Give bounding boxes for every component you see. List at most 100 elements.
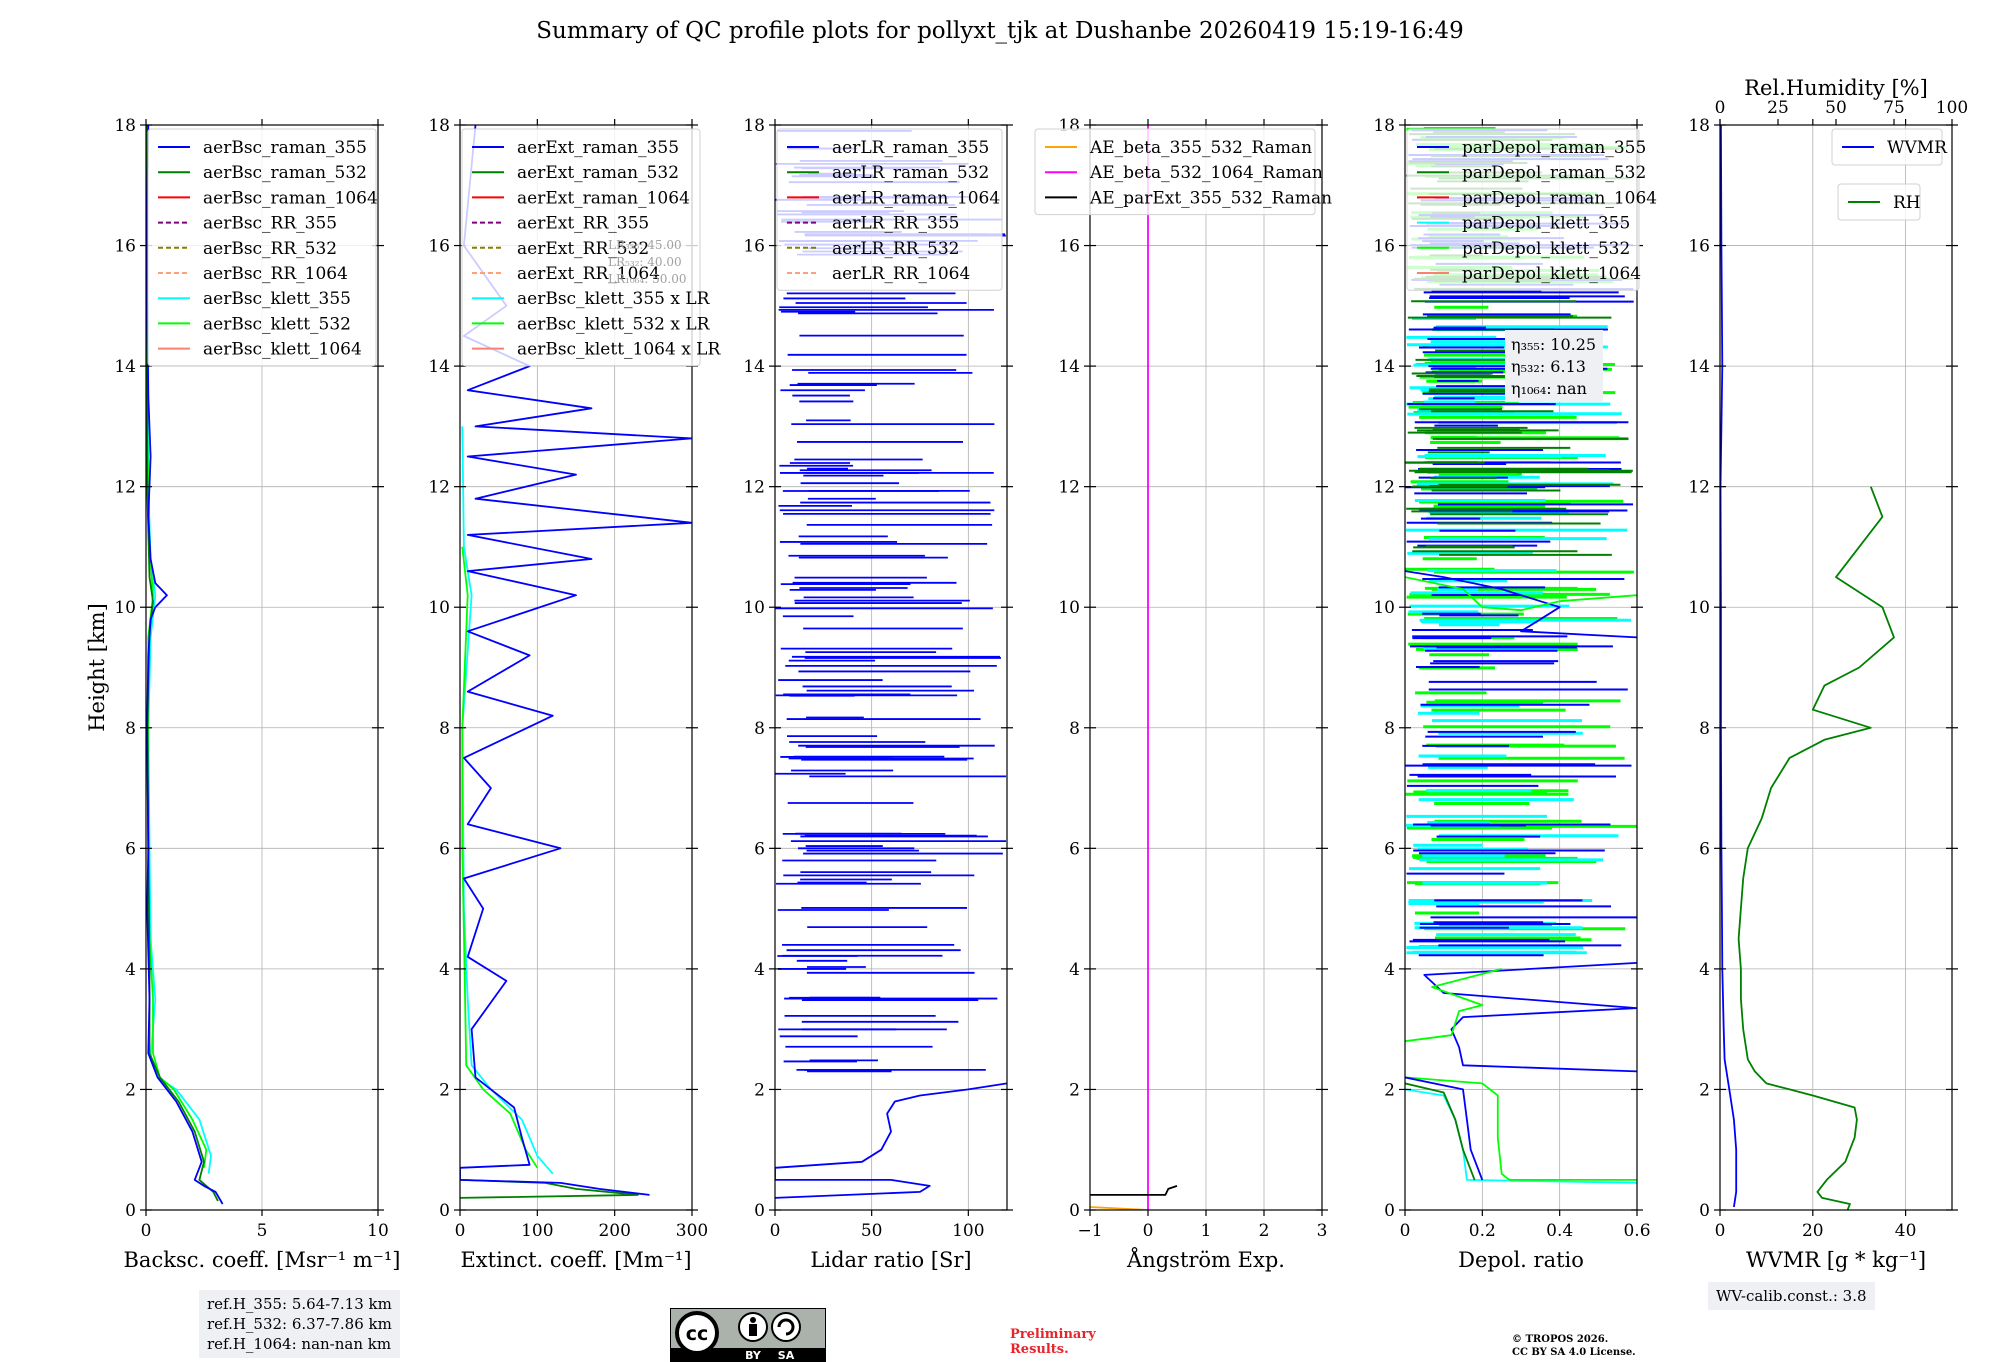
y-tick-label: 10 xyxy=(1373,598,1395,618)
x2-tick-label: 75 xyxy=(1883,98,1905,118)
x2-tick-label: 0 xyxy=(1715,98,1726,118)
lr-label-1: LR₅₃₂: 40.00 xyxy=(608,255,682,269)
series-parDepol_klett_532 xyxy=(1405,1076,1637,1181)
legend-label-aerExt_raman_532: aerExt_raman_532 xyxy=(517,163,679,183)
plot-area-ae xyxy=(1090,125,1178,1210)
legend-label-aerLR_RR_1064: aerLR_RR_1064 xyxy=(832,264,970,284)
series-AE_parExt_355_532_Raman xyxy=(1090,1185,1178,1196)
y-tick-label: 10 xyxy=(428,598,450,618)
y-tick-label: 0 xyxy=(125,1201,136,1221)
x-tick-label: 0.4 xyxy=(1546,1221,1573,1241)
series-parDepol_raman_532 xyxy=(1405,1082,1476,1181)
y-tick-label: 4 xyxy=(1384,960,1395,980)
x-tick-label: 0 xyxy=(1715,1221,1726,1241)
legend-label-AE_parExt_355_532_Raman: AE_parExt_355_532_Raman xyxy=(1089,188,1332,208)
axes-frame xyxy=(1719,124,1953,1211)
legend-label-aerBsc_RR_532: aerBsc_RR_532 xyxy=(203,239,337,259)
copyright-line-1: © TROPOS 2026. xyxy=(1512,1334,1609,1345)
x-axis-label: Lidar ratio [Sr] xyxy=(810,1248,971,1272)
legend-label-AE_beta_532_1064_Raman: AE_beta_532_1064_Raman xyxy=(1089,163,1323,183)
y-tick-label: 12 xyxy=(743,478,765,498)
legend-depol: parDepol_raman_355 parDepol_raman_532 parD… xyxy=(1406,128,1657,291)
legend-label-RH: RH xyxy=(1893,193,1921,213)
axes-frame xyxy=(459,124,693,1211)
x-tick-label: 0 xyxy=(1143,1221,1154,1241)
legend-frame xyxy=(1406,128,1640,291)
x2-tick-label: 25 xyxy=(1767,98,1789,118)
legend-label-parDepol_raman_1064: parDepol_raman_1064 xyxy=(1462,188,1657,208)
legend-label-parDepol_klett_355: parDepol_klett_355 xyxy=(1462,214,1630,234)
x-tick-label: 5 xyxy=(257,1221,268,1241)
legend-label-WVMR: WVMR xyxy=(1887,138,1948,158)
x2-tick-label: 100 xyxy=(1936,98,1968,118)
plot-area-wv xyxy=(1720,125,1895,1210)
legend-label-aerBsc_klett_1064: aerBsc_klett_1064 xyxy=(203,340,362,360)
y-tick-label: 2 xyxy=(754,1080,765,1100)
y-tick-label: 2 xyxy=(1384,1080,1395,1100)
ref-height-532: ref.H_532: 6.37-7.86 km xyxy=(207,1315,392,1333)
x-tick-label: 40 xyxy=(1895,1221,1917,1241)
legend-label-parDepol_klett_532: parDepol_klett_532 xyxy=(1462,239,1630,259)
copyright-line-2: CC BY SA 4.0 License. xyxy=(1512,1347,1636,1358)
legend-frame xyxy=(1831,128,1943,166)
series-parDepol_raman_355 xyxy=(1405,1076,1484,1181)
y-tick-label: 4 xyxy=(125,960,136,980)
legend-label-aerBsc_klett_355 x LR: aerBsc_klett_355 x LR xyxy=(517,289,711,309)
legend-label-aerBsc_raman_1064: aerBsc_raman_1064 xyxy=(203,188,378,208)
y-tick-label: 10 xyxy=(1688,598,1710,618)
x-axis-label: Extinct. coeff. [Mm⁻¹] xyxy=(460,1248,691,1272)
y-tick-label: 6 xyxy=(1069,839,1080,859)
legend-label-aerBsc_RR_1064: aerBsc_RR_1064 xyxy=(203,264,348,284)
legend-label-parDepol_raman_532: parDepol_raman_532 xyxy=(1462,163,1646,183)
y-tick-label: 4 xyxy=(1069,960,1080,980)
legend-lr: aerLR_raman_355 aerLR_raman_532 aerLR_rama… xyxy=(776,128,1003,291)
y-tick-label: 0 xyxy=(1069,1201,1080,1221)
x2-tick-label: 50 xyxy=(1825,98,1847,118)
x-tick-label: 200 xyxy=(598,1221,630,1241)
eta-label-1: η₅₃₂: 6.13 xyxy=(1511,357,1586,376)
series-RH xyxy=(1737,486,1895,1210)
y-tick-label: 14 xyxy=(114,357,136,377)
y-tick-label: 2 xyxy=(1069,1080,1080,1100)
legend-label-aerBsc_klett_1064 x LR: aerBsc_klett_1064 x LR xyxy=(517,340,721,360)
legend-frame xyxy=(147,128,377,367)
y-tick-label: 8 xyxy=(1699,719,1710,739)
y-tick-label: 16 xyxy=(1688,237,1710,257)
series-parDepol_raman_355_upper xyxy=(1423,962,1637,1073)
y-tick-label: 8 xyxy=(1069,719,1080,739)
x-tick-label: 0 xyxy=(1400,1221,1411,1241)
series-aerBsc_klett_355 x LR xyxy=(461,426,554,1175)
y-tick-label: 14 xyxy=(743,357,765,377)
plot-area-lr xyxy=(775,129,1007,1199)
legend-label-aerExt_raman_1064: aerExt_raman_1064 xyxy=(517,188,690,208)
eta-box: η₃₅₅: 10.25 η₅₃₂: 6.13 η₁₀₆₄: nan xyxy=(1505,329,1603,402)
y-tick-label: 16 xyxy=(1373,237,1395,257)
panel-depol: 0 2 4 6 8 10 12 14 16 18 0 0.2 0.4 0.6 Depol. ratio par… xyxy=(1373,116,1657,1272)
legend-label-aerBsc_klett_532: aerBsc_klett_532 xyxy=(203,314,351,334)
y-tick-label: 14 xyxy=(1688,357,1710,377)
legend-label-aerBsc_raman_532: aerBsc_raman_532 xyxy=(203,163,367,183)
y-tick-label: 8 xyxy=(125,719,136,739)
x-tick-label: 20 xyxy=(1802,1221,1824,1241)
cc-by-sa-license-badge: cc BY SA xyxy=(670,1308,826,1362)
x-tick-label: 50 xyxy=(861,1221,883,1241)
wv-calibration-constant: WV-calib.const.: 3.8 xyxy=(1716,1287,1867,1305)
series-aerExt_raman_355 xyxy=(460,125,692,1196)
y-tick-label: 18 xyxy=(428,116,450,136)
y-tick-label: 16 xyxy=(1058,237,1080,257)
copyright-note: © TROPOS 2026. CC BY SA 4.0 License. xyxy=(1512,1333,1636,1359)
x-axis-label: Depol. ratio xyxy=(1458,1248,1584,1272)
y-tick-label: 8 xyxy=(1384,719,1395,739)
legend-label-aerLR_RR_355: aerLR_RR_355 xyxy=(832,214,959,234)
y-tick-label: 14 xyxy=(428,357,450,377)
y-tick-label: 4 xyxy=(754,960,765,980)
y-tick-label: 18 xyxy=(743,116,765,136)
reference-height-box: ref.H_355: 5.64-7.13 km ref.H_532: 6.37-… xyxy=(199,1290,400,1358)
series-parDepol_klett_532_upper xyxy=(1405,968,1502,1043)
legend-label-aerLR_RR_532: aerLR_RR_532 xyxy=(832,239,959,259)
legend-label-parDepol_raman_355: parDepol_raman_355 xyxy=(1462,138,1646,158)
y-tick-label: 16 xyxy=(114,237,136,257)
legend-frame xyxy=(1034,128,1316,216)
y-tick-label: 6 xyxy=(439,839,450,859)
cc-text: cc xyxy=(686,1323,709,1345)
